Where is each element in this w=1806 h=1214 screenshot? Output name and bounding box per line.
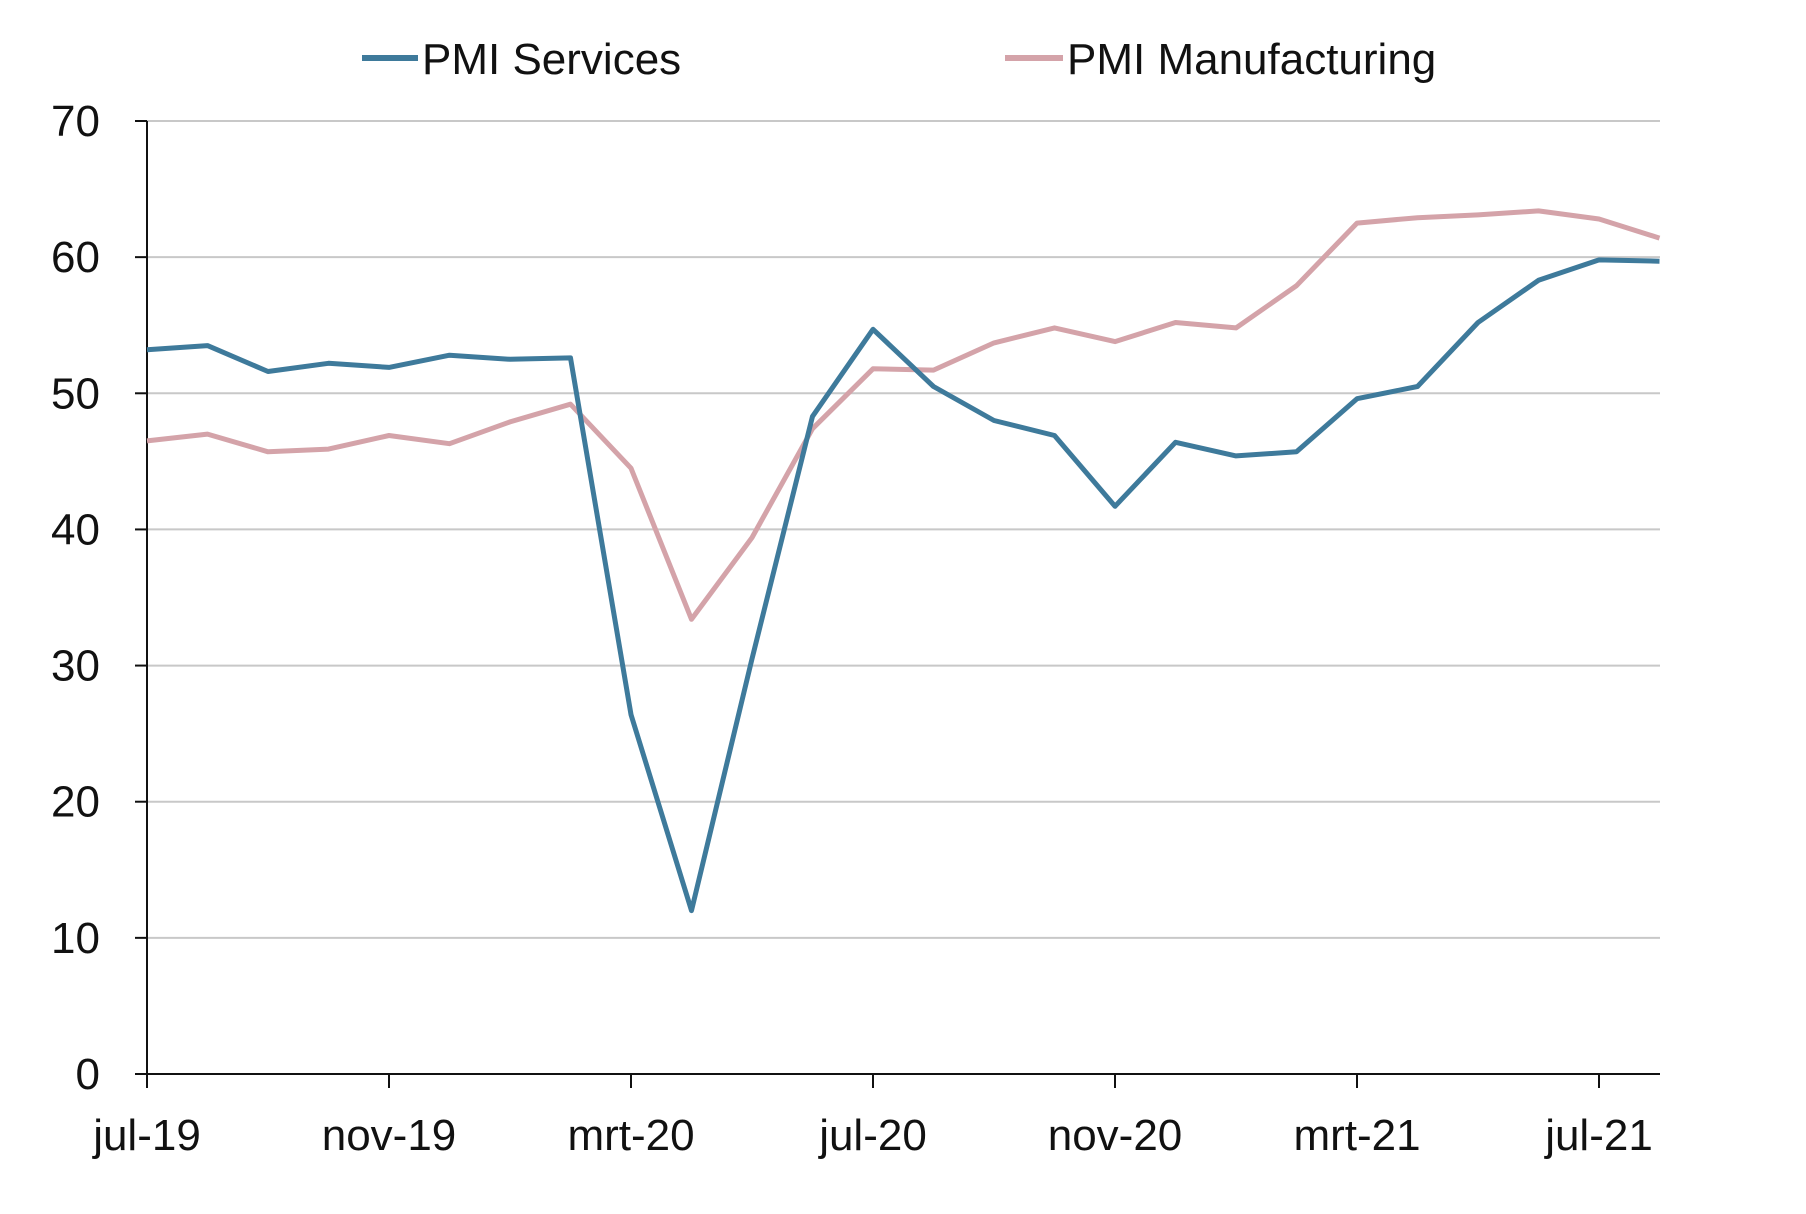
y-tick-label-70: 70 [51, 97, 100, 146]
x-tick-label-jul-19: jul-19 [91, 1111, 201, 1160]
series-line-pmi-manufacturing [146, 208, 1661, 622]
x-tick-label-jul-20: jul-20 [817, 1111, 927, 1160]
y-tick-label-40: 40 [51, 505, 100, 554]
y-axis-ticks: 0 10 20 30 40 50 60 70 [51, 97, 147, 1099]
x-tick-label-nov-19: nov-19 [322, 1111, 457, 1160]
legend-item-pmi-manufacturing: PMI Manufacturing [1005, 35, 1436, 84]
x-tick-label-nov-20: nov-20 [1048, 1111, 1183, 1160]
x-tick-label-jul-21: jul-21 [1543, 1111, 1653, 1160]
x-axis-ticks: jul-19 nov-19 mrt-20 jul-20 nov-20 mrt-21 jul-… [91, 1074, 1653, 1160]
y-tick-label-0: 0 [76, 1050, 100, 1099]
x-tick-label-mrt-20: mrt-20 [567, 1111, 694, 1160]
y-tick-label-10: 10 [51, 914, 100, 963]
legend-item-pmi-services: PMI Services [362, 35, 681, 84]
series-line-pmi-services [146, 257, 1660, 914]
y-tick-label-20: 20 [51, 778, 100, 827]
series-lines [146, 208, 1661, 914]
y-tick-label-30: 30 [51, 642, 100, 691]
axes [146, 121, 1660, 1075]
x-tick-label-mrt-21: mrt-21 [1293, 1111, 1420, 1160]
y-tick-label-60: 60 [51, 233, 100, 282]
y-tick-label-50: 50 [51, 369, 100, 418]
legend-label-pmi-manufacturing: PMI Manufacturing [1067, 35, 1436, 84]
legend: PMI Services PMI Manufacturing [362, 35, 1436, 84]
legend-label-pmi-services: PMI Services [422, 35, 681, 84]
gridlines [147, 120, 1660, 939]
